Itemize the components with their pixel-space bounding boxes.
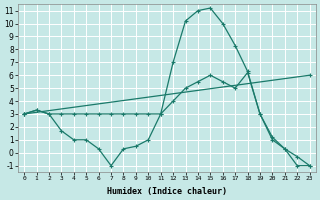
X-axis label: Humidex (Indice chaleur): Humidex (Indice chaleur) [107, 187, 227, 196]
